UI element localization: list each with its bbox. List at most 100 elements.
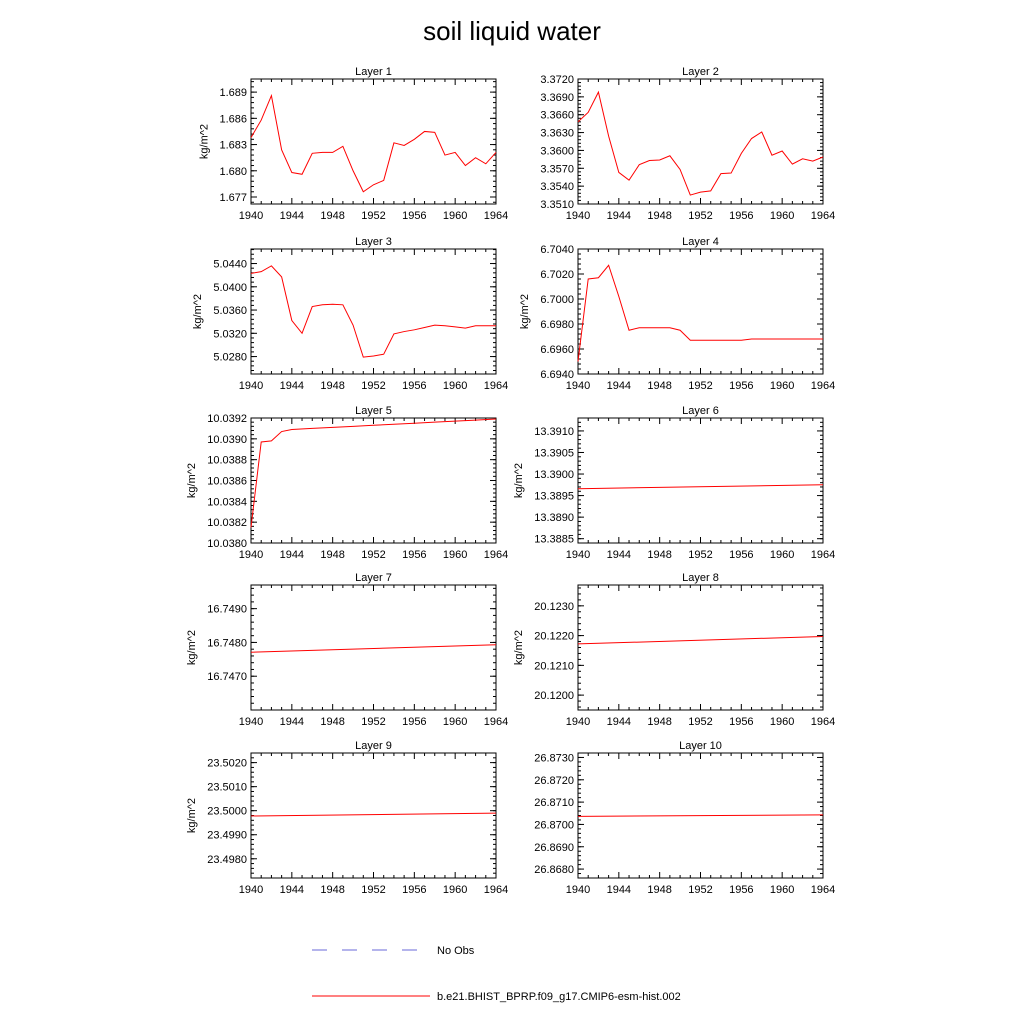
y-tick-label: 16.7490 — [207, 604, 247, 616]
y-tick-label: 1.677 — [219, 192, 247, 204]
x-tick-label: 1948 — [647, 884, 671, 896]
x-tick-label: 1960 — [443, 884, 467, 896]
y-tick-label: 10.0386 — [207, 476, 247, 488]
y-tick-label: 5.0360 — [213, 305, 247, 317]
y-tick-label: 26.8680 — [534, 864, 574, 876]
x-tick-label: 1944 — [280, 210, 304, 222]
panel-layer-10: Layer 10 1940 1944 1948 1952 1956 1960 1964 26.8… — [534, 740, 835, 896]
y-axis-label: kg/m^2 — [199, 124, 211, 159]
x-tick-label: 1964 — [484, 549, 508, 561]
plot-frame — [250, 248, 497, 375]
y-tick-label: 20.1230 — [534, 601, 574, 613]
panel-layer-4: Layer 4 1940 1944 1948 1952 1956 1960 1964 6.694… — [519, 236, 835, 392]
panel-title: Layer 5 — [355, 405, 392, 417]
x-tick-label: 1940 — [566, 884, 590, 896]
x-tick-label: 1956 — [402, 549, 426, 561]
y-axis-label: kg/m^2 — [519, 294, 531, 329]
plot-frame — [577, 248, 824, 375]
legend-no-obs-label: No Obs — [437, 945, 475, 957]
y-tick-label: 10.0380 — [207, 538, 247, 550]
y-tick-label: 6.7040 — [540, 244, 574, 256]
panel-layer-8: Layer 8 1940 1944 1948 1952 1956 1960 1964 20.12… — [513, 572, 835, 728]
x-tick-label: 1944 — [607, 716, 631, 728]
x-tick-label: 1940 — [566, 716, 590, 728]
y-tick-label: 5.0280 — [213, 352, 247, 364]
y-tick-label: 3.3540 — [540, 181, 574, 193]
series-line — [250, 644, 497, 653]
y-tick-label: 10.0390 — [207, 434, 247, 446]
panel-layer-5: Layer 5 1940 1944 1948 1952 1956 1960 1964 10.03… — [186, 405, 508, 561]
x-tick-label: 1948 — [320, 549, 344, 561]
x-tick-label: 1952 — [688, 210, 712, 222]
x-tick-label: 1952 — [688, 884, 712, 896]
panel-title: Layer 6 — [682, 405, 719, 417]
x-tick-label: 1940 — [239, 549, 263, 561]
series-line — [250, 812, 497, 817]
x-tick-label: 1956 — [402, 210, 426, 222]
plot-frame — [577, 584, 824, 711]
x-tick-label: 1952 — [361, 716, 385, 728]
x-tick-label: 1960 — [770, 716, 794, 728]
plot-frame — [250, 584, 497, 711]
y-tick-label: 26.8730 — [534, 752, 574, 764]
y-axis-label: kg/m^2 — [186, 798, 198, 833]
y-axis-label: kg/m^2 — [192, 294, 204, 329]
y-tick-label: 26.8720 — [534, 775, 574, 787]
y-tick-label: 20.1210 — [534, 660, 574, 672]
y-tick-label: 10.0384 — [207, 496, 247, 508]
x-tick-label: 1940 — [239, 380, 263, 392]
y-tick-label: 13.3910 — [534, 426, 574, 438]
series-line — [250, 93, 497, 193]
x-tick-label: 1956 — [729, 884, 753, 896]
x-tick-label: 1944 — [280, 380, 304, 392]
x-tick-label: 1952 — [361, 549, 385, 561]
x-tick-label: 1956 — [729, 210, 753, 222]
panel-title: Layer 4 — [682, 236, 719, 248]
y-tick-label: 10.0392 — [207, 413, 247, 425]
x-tick-label: 1956 — [729, 380, 753, 392]
y-tick-label: 20.1220 — [534, 631, 574, 643]
y-tick-label: 26.8710 — [534, 797, 574, 809]
x-tick-label: 1944 — [607, 380, 631, 392]
series-line — [577, 484, 824, 490]
x-tick-label: 1940 — [239, 884, 263, 896]
x-tick-label: 1952 — [688, 549, 712, 561]
series-line — [577, 635, 824, 645]
x-tick-label: 1960 — [443, 716, 467, 728]
y-tick-label: 23.4980 — [207, 854, 247, 866]
y-tick-label: 6.6960 — [540, 344, 574, 356]
y-tick-label: 13.3890 — [534, 512, 574, 524]
x-tick-label: 1956 — [402, 884, 426, 896]
y-tick-label: 6.7000 — [540, 294, 574, 306]
x-tick-label: 1948 — [647, 549, 671, 561]
x-tick-label: 1940 — [566, 380, 590, 392]
x-tick-label: 1960 — [443, 549, 467, 561]
y-tick-label: 13.3885 — [534, 534, 574, 546]
x-tick-label: 1948 — [647, 210, 671, 222]
y-tick-label: 3.3570 — [540, 163, 574, 175]
figure-title: soil liquid water — [423, 16, 601, 46]
y-tick-label: 5.0320 — [213, 328, 247, 340]
plot-frame — [577, 417, 824, 544]
x-tick-label: 1944 — [607, 884, 631, 896]
y-tick-label: 6.7020 — [540, 269, 574, 281]
y-tick-label: 3.3690 — [540, 92, 574, 104]
y-tick-label: 23.5010 — [207, 782, 247, 794]
plot-frame — [250, 417, 497, 544]
x-tick-label: 1948 — [320, 884, 344, 896]
y-tick-label: 23.4990 — [207, 830, 247, 842]
y-tick-label: 1.689 — [219, 87, 247, 99]
x-tick-label: 1964 — [811, 716, 835, 728]
y-tick-label: 5.0400 — [213, 282, 247, 294]
x-tick-label: 1952 — [361, 380, 385, 392]
y-axis-label: kg/m^2 — [513, 463, 525, 498]
y-tick-label: 10.0382 — [207, 517, 247, 529]
y-tick-label: 6.6940 — [540, 369, 574, 381]
x-tick-label: 1944 — [280, 549, 304, 561]
y-tick-label: 13.3895 — [534, 491, 574, 503]
panel-layer-1: Layer 1 1940 1944 1948 1952 1956 1960 1964 1.677… — [199, 66, 509, 222]
x-tick-label: 1948 — [320, 716, 344, 728]
x-tick-label: 1964 — [484, 380, 508, 392]
y-tick-label: 26.8700 — [534, 819, 574, 831]
x-tick-label: 1964 — [811, 380, 835, 392]
